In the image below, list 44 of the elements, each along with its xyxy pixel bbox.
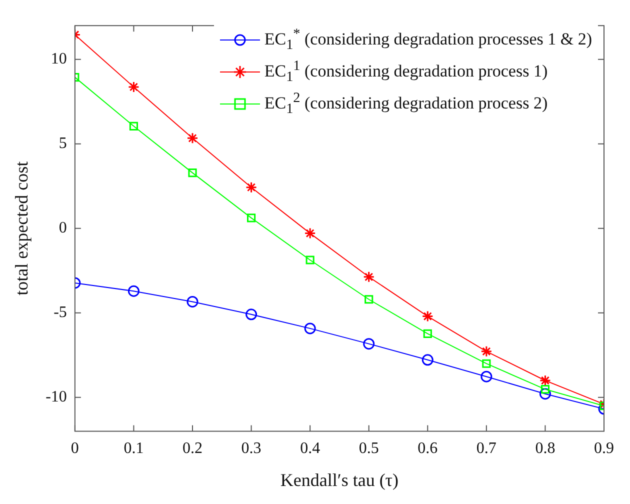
legend-label: EC$_{1}$$^{*}$ (considering degradation processes 1 & 2): [264, 26, 592, 54]
x-tick-label: 0.5: [358, 440, 379, 458]
point: [128, 81, 140, 93]
point: [304, 228, 316, 240]
point: [482, 359, 491, 368]
point: [304, 322, 316, 334]
y-tick-label: 10: [50, 50, 67, 68]
y-tick-label: -5: [54, 304, 67, 322]
x-tick-label: 0.6: [418, 440, 438, 458]
point: [363, 271, 375, 283]
y-axis-title: total expected cost: [12, 161, 32, 296]
point: [186, 296, 198, 308]
point: [188, 168, 197, 178]
point: [480, 346, 492, 358]
legend-label: EC$_{1}$$^{2}$ (considering degradation process 2): [264, 90, 548, 118]
x-tick-label: 0.3: [241, 440, 262, 458]
point: [246, 308, 258, 320]
point: [540, 385, 550, 394]
y-tick-label: -10: [46, 388, 67, 406]
point: [129, 122, 138, 130]
point: [480, 370, 492, 382]
x-tick-label: 0: [70, 440, 79, 458]
point: [539, 374, 551, 386]
x-tick-label: 0.1: [124, 440, 144, 458]
x-axis-title: Kendall′s tau (τ): [280, 470, 399, 490]
x-tick-label: 0.2: [182, 440, 202, 458]
point: [422, 354, 434, 366]
point: [363, 338, 375, 350]
legend-label: EC$_{1}$$^{1}$ (considering degradation process 1): [264, 58, 548, 86]
x-tick-label: 0.7: [476, 440, 496, 458]
point: [364, 295, 374, 304]
point: [306, 256, 314, 264]
point: [186, 132, 198, 144]
x-tick-label: 0.8: [535, 440, 556, 458]
x-tick-label: 0.4: [300, 440, 320, 458]
point: [246, 182, 258, 194]
y-tick-label: 0: [58, 220, 67, 237]
point: [247, 214, 256, 222]
point: [539, 388, 551, 400]
point: [422, 310, 434, 322]
point: [423, 329, 432, 338]
point: [128, 285, 140, 297]
x-tick-label: 0.9: [594, 440, 614, 458]
y-tick-label: 5: [58, 135, 67, 152]
